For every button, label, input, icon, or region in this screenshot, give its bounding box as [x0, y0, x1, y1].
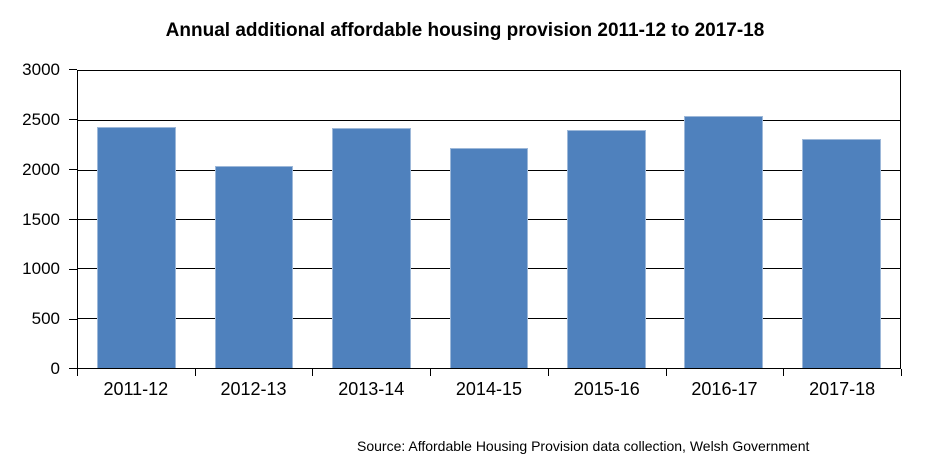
bar-2012-13 [214, 165, 294, 368]
x-axis-tick-1 [194, 369, 196, 376]
chart-title: Annual additional affordable housing pro… [165, 20, 765, 41]
x-axis-tick-7 [901, 369, 902, 376]
gridline-2500 [78, 120, 900, 122]
bar-2013-14 [332, 128, 411, 368]
bar-2015-16 [567, 130, 646, 368]
bar-slot-2013-14 [313, 71, 430, 368]
bar-2014-15 [449, 148, 529, 368]
x-axis-tick-2 [312, 369, 314, 376]
y-axis-label-0: 0 [50, 359, 60, 378]
x-axis-label-2012-13: 2012-13 [220, 379, 287, 399]
x-axis-label-2015-16: 2015-16 [573, 379, 640, 399]
x-axis-tick-5 [665, 369, 667, 376]
bar-2011-12 [97, 126, 177, 368]
x-axis-tick-0 [77, 369, 78, 376]
y-axis-tick-3000 [69, 69, 77, 71]
x-axis-label-2011-12: 2011-12 [103, 379, 169, 399]
plot-area [77, 70, 901, 369]
y-axis-label-2000: 2000 [22, 159, 60, 179]
y-axis-label-1500: 1500 [22, 209, 60, 229]
y-axis-tick-1000 [69, 268, 77, 270]
y-axis-label-1000: 1000 [22, 259, 60, 279]
x-axis-label-2013-14: 2013-14 [338, 379, 405, 399]
bar-slot-2014-15 [430, 71, 547, 368]
bar-slot-2015-16 [548, 71, 665, 368]
bar-2017-18 [801, 138, 881, 368]
x-axis-label-2016-17: 2016-17 [691, 379, 758, 399]
bar-slot-2016-17 [665, 71, 782, 368]
y-axis-tick-2000 [69, 169, 77, 170]
source-caption: Source: Affordable Housing Provision dat… [357, 438, 810, 454]
x-axis-tick-6 [783, 369, 785, 376]
y-axis-tick-1500 [69, 218, 77, 220]
bar-slot-2011-12 [78, 71, 195, 368]
y-axis-label-3000: 3000 [22, 60, 60, 79]
y-axis-label-500: 500 [31, 309, 60, 329]
y-axis-tick-500 [69, 318, 77, 320]
x-axis-label-2017-18: 2017-18 [809, 379, 876, 399]
x-axis-label-2014-15: 2014-15 [455, 379, 522, 399]
bars-layer [78, 71, 900, 368]
y-axis-label-2500: 2500 [22, 109, 60, 129]
bar-slot-2012-13 [195, 71, 312, 368]
y-axis-tick-0 [69, 368, 77, 370]
x-axis-tick-4 [547, 369, 549, 376]
x-axis-tick-3 [430, 369, 432, 376]
bar-2016-17 [684, 115, 764, 368]
bar-slot-2017-18 [783, 71, 900, 368]
y-axis-tick-2500 [69, 119, 77, 121]
